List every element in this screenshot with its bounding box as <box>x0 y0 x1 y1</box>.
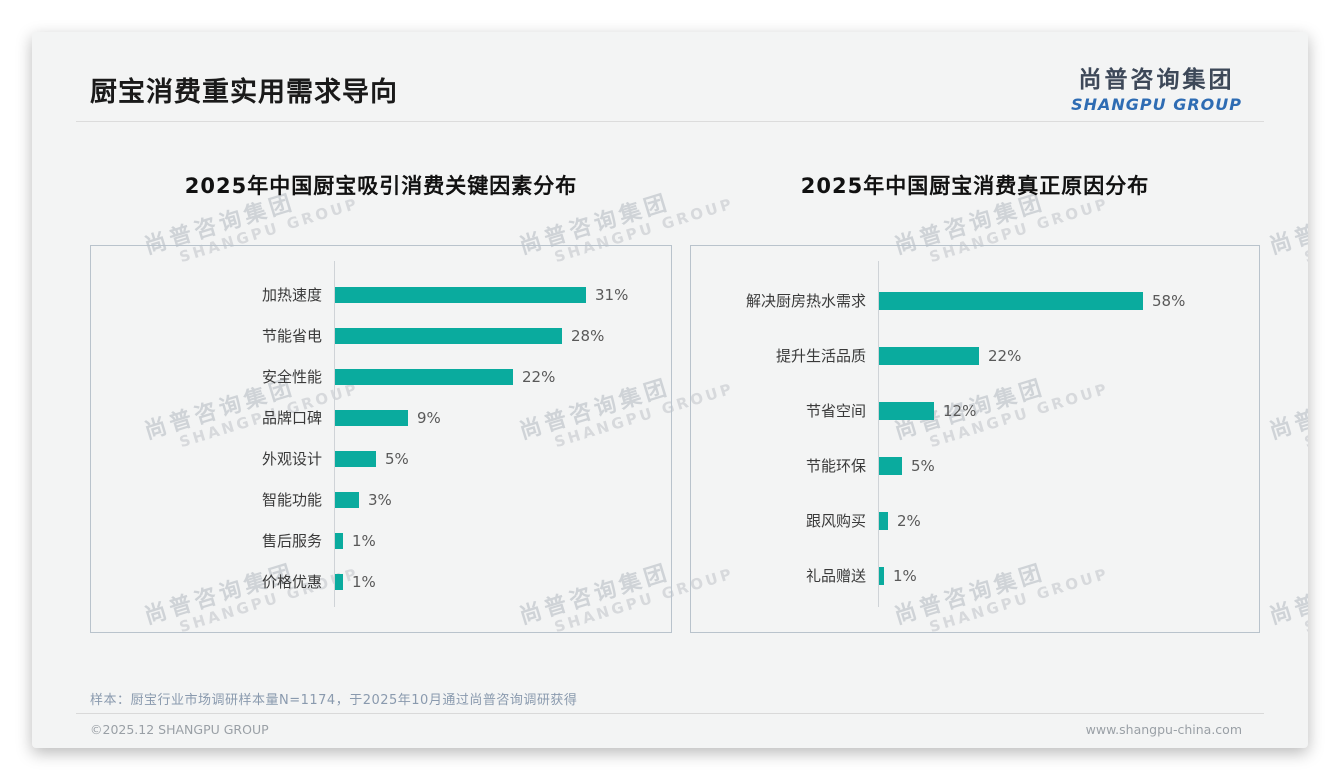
category-label: 加热速度 <box>261 286 322 304</box>
bar <box>879 291 1143 310</box>
bar <box>879 511 888 530</box>
chart-row: 加热速度 31% <box>91 274 671 315</box>
right-chart-plot: 解决厨房热水需求 58% 提升生活品质 22% 节省空间 12% 节能环保 5% 跟风购买 2% 礼… <box>691 273 1259 603</box>
bar <box>335 286 586 303</box>
category-label: 外观设计 <box>261 450 322 468</box>
bar <box>879 456 902 475</box>
chart-row: 提升生活品质 22% <box>691 328 1259 383</box>
bar <box>335 368 513 385</box>
right-chart-axis-line <box>878 261 879 607</box>
page-title: 厨宝消费重实用需求导向 <box>90 77 398 108</box>
value-label: 2% <box>897 511 921 530</box>
value-label: 58% <box>1152 291 1186 310</box>
category-label: 解决厨房热水需求 <box>745 292 866 310</box>
company-logo: 尚普咨询集团 SHANGPU GROUP <box>1071 60 1242 114</box>
right-chart-title: 2025年中国厨宝消费真正原因分布 <box>800 174 1150 198</box>
chart-row: 节省空间 12% <box>691 383 1259 438</box>
bar <box>879 346 979 365</box>
value-label: 5% <box>911 456 935 475</box>
chart-row: 礼品赠送 1% <box>691 548 1259 603</box>
chart-row: 解决厨房热水需求 58% <box>691 273 1259 328</box>
header-divider <box>76 121 1264 122</box>
bar <box>879 566 884 585</box>
value-label: 1% <box>352 531 376 550</box>
category-label: 安全性能 <box>261 368 322 386</box>
bar <box>335 532 343 549</box>
chart-row: 外观设计 5% <box>91 438 671 479</box>
slide-card: 尚普咨询集团 SHANGPU GROUP 尚普咨询集团 SHANGPU GROUP 尚普… <box>32 32 1308 748</box>
chart-row: 安全性能 22% <box>91 356 671 397</box>
right-chart-panel: 解决厨房热水需求 58% 提升生活品质 22% 节省空间 12% 节能环保 5% 跟风购买 2% 礼… <box>690 245 1260 633</box>
left-chart-title: 2025年中国厨宝吸引消费关键因素分布 <box>184 174 578 198</box>
category-label: 售后服务 <box>261 532 322 550</box>
chart-row: 节能环保 5% <box>691 438 1259 493</box>
bar <box>335 409 408 426</box>
value-label: 31% <box>595 285 629 304</box>
value-label: 1% <box>352 572 376 591</box>
bar <box>335 491 359 508</box>
value-label: 12% <box>943 401 977 420</box>
value-label: 28% <box>571 326 605 345</box>
value-label: 3% <box>368 490 392 509</box>
chart-row: 智能功能 3% <box>91 479 671 520</box>
category-label: 节能省电 <box>261 327 322 345</box>
bar <box>335 573 343 590</box>
chart-row: 跟风购买 2% <box>691 493 1259 548</box>
logo-chinese-text: 尚普咨询集团 <box>1078 67 1235 93</box>
chart-row: 售后服务 1% <box>91 520 671 561</box>
category-label: 礼品赠送 <box>805 567 866 585</box>
chart-row: 价格优惠 1% <box>91 561 671 602</box>
chart-row: 节能省电 28% <box>91 315 671 356</box>
chart-row: 品牌口碑 9% <box>91 397 671 438</box>
footer-divider <box>76 713 1264 714</box>
category-label: 跟风购买 <box>805 512 866 530</box>
left-chart-panel: 加热速度 31% 节能省电 28% 安全性能 22% 品牌口碑 9% 外观设计 5% 智能功能 3% 售… <box>90 245 672 633</box>
left-chart-plot: 加热速度 31% 节能省电 28% 安全性能 22% 品牌口碑 9% 外观设计 5% 智能功能 3% 售… <box>91 274 671 602</box>
category-label: 节能环保 <box>805 457 866 475</box>
footer-website: www.shangpu-china.com <box>1085 722 1242 737</box>
bar <box>335 450 376 467</box>
left-chart-axis-line <box>334 261 335 607</box>
logo-english-text: SHANGPU GROUP <box>1071 95 1242 114</box>
value-label: 9% <box>417 408 441 427</box>
bar <box>879 401 934 420</box>
value-label: 1% <box>893 566 917 585</box>
category-label: 提升生活品质 <box>775 347 866 365</box>
bar <box>335 327 562 344</box>
value-label: 5% <box>385 449 409 468</box>
category-label: 节省空间 <box>805 402 866 420</box>
sample-note: 样本：厨宝行业市场调研样本量N=1174，于2025年10月通过尚普咨询调研获得 <box>90 693 578 708</box>
value-label: 22% <box>522 367 556 386</box>
footer-copyright: ©2025.12 SHANGPU GROUP <box>90 722 269 737</box>
category-label: 智能功能 <box>261 491 322 509</box>
value-label: 22% <box>988 346 1022 365</box>
category-label: 品牌口碑 <box>261 409 322 427</box>
category-label: 价格优惠 <box>261 573 322 591</box>
